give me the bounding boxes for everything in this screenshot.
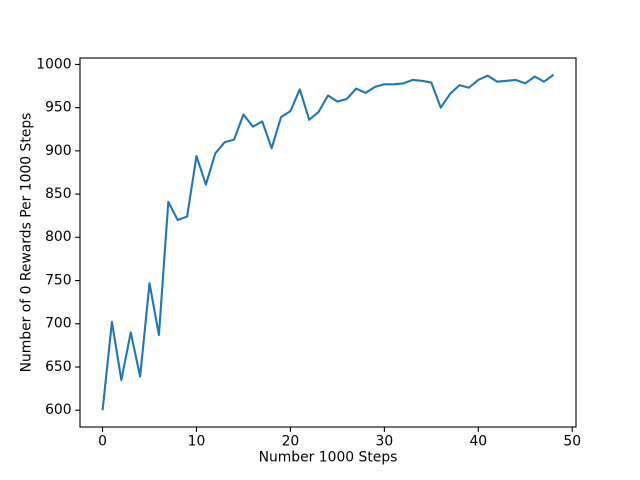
x-tick-label: 40 <box>469 433 487 449</box>
plot-area: 0 10 20 30 40 50 600 650 700 750 800 850 900 950 1000 <box>36 56 581 449</box>
y-tick-label: 950 <box>45 100 72 116</box>
x-tick-label: 10 <box>188 433 206 449</box>
y-tick-label: 650 <box>45 359 72 375</box>
y-tick-label: 800 <box>45 229 72 245</box>
data-series-line <box>101 73 555 411</box>
x-tick-label: 30 <box>376 433 394 449</box>
x-tick-label: 50 <box>563 433 581 449</box>
y-tick-label: 1000 <box>36 56 71 72</box>
y-tick-label: 850 <box>45 186 72 202</box>
y-axis-label: Number of 0 Rewards Per 1000 Steps <box>19 113 35 373</box>
x-tick-label: 20 <box>282 433 300 449</box>
axes-frame <box>79 57 577 428</box>
x-tick-label: 0 <box>98 433 107 449</box>
y-tick-label: 750 <box>45 272 72 288</box>
y-tick-label: 600 <box>45 402 72 418</box>
y-tick-label: 700 <box>45 316 72 332</box>
x-axis-label: Number 1000 Steps <box>259 450 398 466</box>
y-tick-label: 900 <box>45 143 72 159</box>
